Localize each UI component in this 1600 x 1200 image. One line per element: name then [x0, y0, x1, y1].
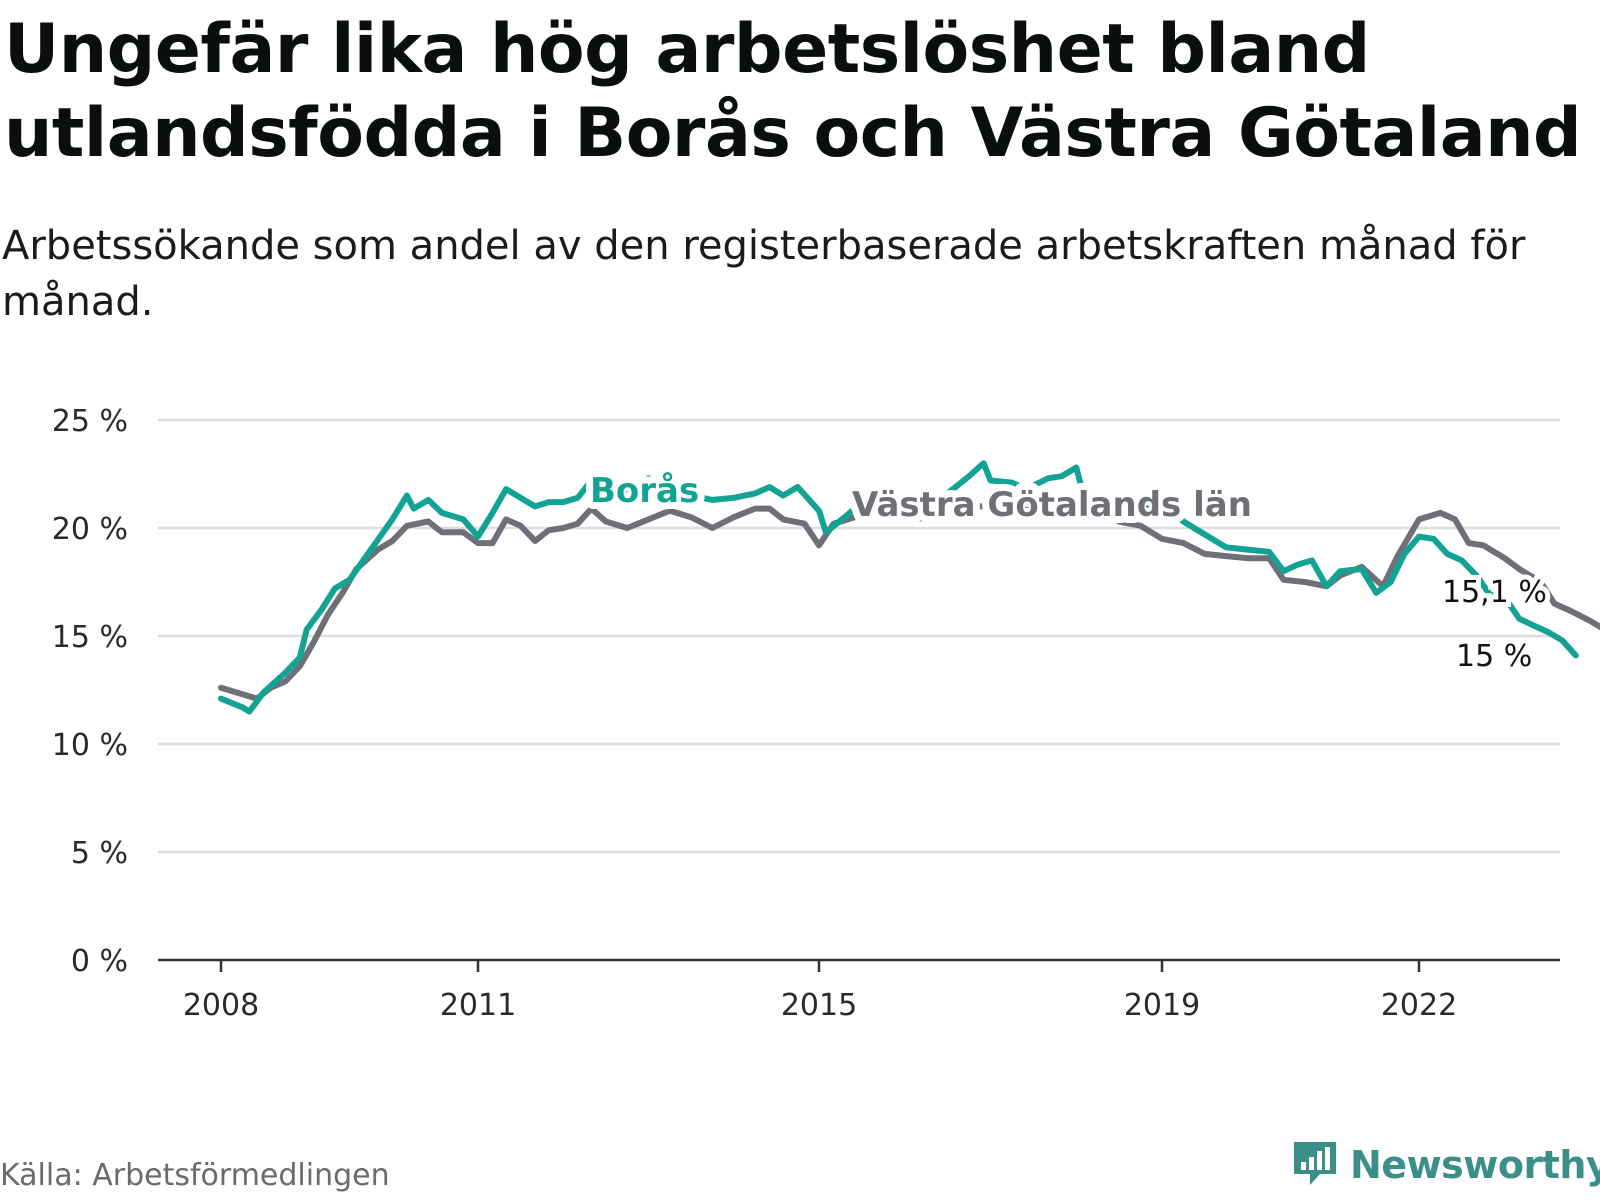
series-label-boras: Borås — [590, 471, 699, 511]
brand-name: Newsworthy — [1350, 1143, 1600, 1187]
series-line-vastra-gotaland — [218, 496, 1600, 702]
y-tick-label: 0 % — [71, 944, 128, 979]
y-axis: 0 % 5 % 10 % 15 % 20 % 25 % — [52, 404, 128, 979]
series-label-boras-halo: Borås — [590, 471, 699, 511]
x-tick-label: 2019 — [1124, 988, 1200, 1023]
x-tick-label: 2015 — [781, 988, 857, 1023]
y-tick-label: 20 % — [52, 512, 128, 547]
brand-logo[interactable]: Newsworthy — [1290, 1138, 1600, 1192]
y-tick-label: 5 % — [71, 836, 128, 871]
x-tick-label: 2008 — [183, 988, 259, 1023]
series-label-vastra-gotaland-halo: Västra Götalands län — [852, 485, 1252, 525]
gridlines — [158, 418, 1560, 854]
series-lines — [218, 460, 1600, 715]
chart-subtitle: Arbetssökande som andel av den registerb… — [2, 223, 1526, 325]
x-tick-label: 2022 — [1381, 988, 1457, 1023]
source-note: Källa: Arbetsförmedlingen — [0, 1158, 390, 1193]
newsworthy-logo-icon — [1290, 1138, 1340, 1192]
line-chart: 0 %5 %10 %15 %20 %25 % 2008 2011 2015 2019 2… — [52, 404, 1600, 1023]
series-line-boras — [218, 460, 1579, 715]
y-tick-label: 15 % — [52, 620, 128, 655]
x-tick-label: 2011 — [440, 988, 516, 1023]
end-value-label-boras: 15 % — [1456, 639, 1532, 674]
series-label-vastra-gotaland: Västra Götalands län — [852, 485, 1252, 525]
end-value-label-vastra-gotaland: 15,1 % — [1442, 575, 1547, 610]
chart-title: Ungefär lika hög arbetslöshet bland utla… — [4, 10, 1582, 173]
x-axis: 2008 2011 2015 2019 2022 — [158, 958, 1560, 1023]
y-tick-label: 10 % — [52, 728, 128, 763]
y-tick-label: 25 % — [52, 404, 128, 439]
